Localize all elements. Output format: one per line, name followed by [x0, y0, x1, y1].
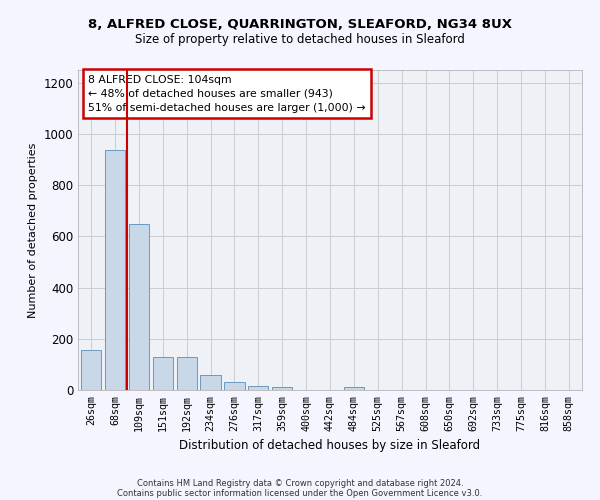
Bar	[176, 356, 197, 390]
Bar	[129, 224, 149, 390]
Bar	[248, 386, 268, 390]
Text: 8 ALFRED CLOSE: 104sqm
← 48% of detached houses are smaller (943)
51% of semi-de: 8 ALFRED CLOSE: 104sqm ← 48% of detached…	[88, 75, 365, 113]
Bar	[152, 356, 173, 390]
Text: Contains HM Land Registry data © Crown copyright and database right 2024.: Contains HM Land Registry data © Crown c…	[137, 478, 463, 488]
Bar	[81, 350, 101, 390]
Text: Contains public sector information licensed under the Open Government Licence v3: Contains public sector information licen…	[118, 488, 482, 498]
Bar	[200, 376, 221, 390]
Text: Size of property relative to detached houses in Sleaford: Size of property relative to detached ho…	[135, 32, 465, 46]
Bar	[224, 382, 245, 390]
Y-axis label: Number of detached properties: Number of detached properties	[28, 142, 38, 318]
X-axis label: Distribution of detached houses by size in Sleaford: Distribution of detached houses by size …	[179, 439, 481, 452]
Bar	[105, 150, 125, 390]
Bar	[272, 387, 292, 390]
Text: 8, ALFRED CLOSE, QUARRINGTON, SLEAFORD, NG34 8UX: 8, ALFRED CLOSE, QUARRINGTON, SLEAFORD, …	[88, 18, 512, 30]
Bar	[344, 387, 364, 390]
